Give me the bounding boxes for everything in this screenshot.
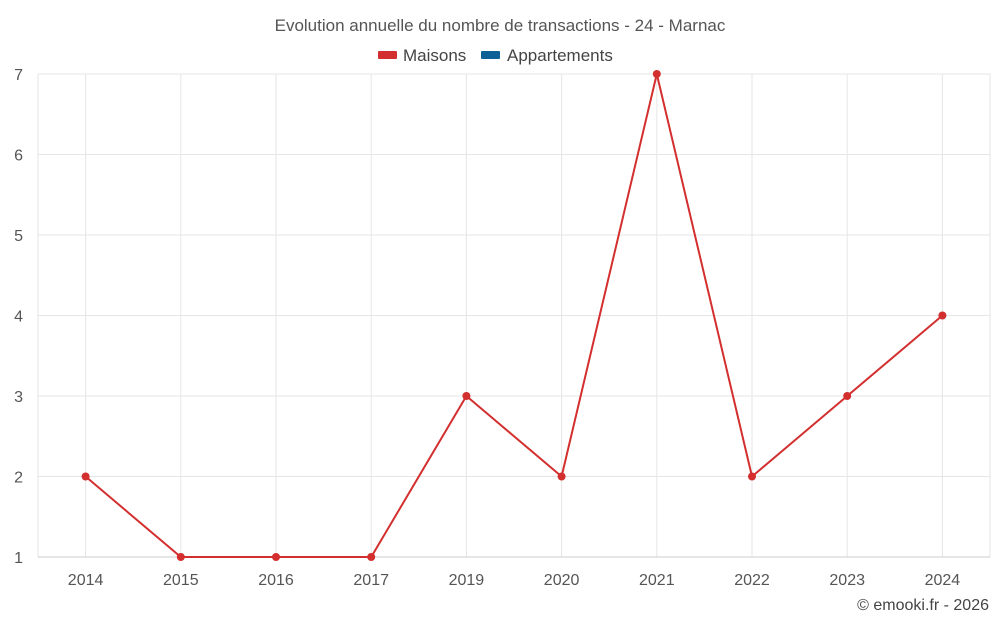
- data-point-maisons[interactable]: [176, 553, 185, 561]
- legend-label-appartements: Appartements: [507, 46, 613, 65]
- x-tick-label: 2024: [925, 572, 961, 589]
- x-tick-label: 2016: [258, 572, 294, 589]
- x-tick-label: 2023: [829, 572, 865, 589]
- y-tick-label: 5: [14, 228, 23, 245]
- x-tick-label: 2017: [353, 572, 389, 589]
- legend-item-maisons[interactable]: Maisons: [378, 46, 466, 65]
- y-gridlines: [38, 73, 990, 477]
- x-tick-label: 2019: [449, 572, 485, 589]
- data-point-maisons[interactable]: [81, 472, 90, 481]
- data-point-maisons[interactable]: [938, 311, 947, 320]
- data-point-maisons[interactable]: [367, 553, 376, 561]
- legend-swatch-maisons: [378, 51, 397, 59]
- x-tick-label: 2021: [639, 572, 675, 589]
- y-tick-label: 1: [14, 550, 23, 567]
- y-tick-label: 4: [14, 309, 23, 326]
- x-tick-label: 2015: [163, 572, 199, 589]
- chart-title: Evolution annuelle du nombre de transact…: [275, 16, 726, 35]
- credit-text: © emooki.fr - 2026: [857, 597, 989, 614]
- y-tick-label: 7: [14, 67, 23, 84]
- data-point-maisons[interactable]: [462, 392, 471, 400]
- y-tick-label: 2: [14, 470, 23, 487]
- legend-label-maisons: Maisons: [403, 46, 466, 65]
- x-tick-label: 2020: [544, 572, 580, 589]
- legend: Maisons Appartements: [378, 46, 613, 65]
- legend-item-appartements[interactable]: Appartements: [481, 46, 613, 65]
- y-axis-ticks: 1 2 3 4 5 6 7: [14, 67, 23, 567]
- legend-swatch-appartements: [481, 51, 500, 59]
- y-tick-label: 6: [14, 148, 23, 165]
- x-tick-label: 2014: [68, 572, 104, 589]
- y-tick-label: 3: [14, 389, 23, 406]
- data-point-maisons[interactable]: [652, 70, 661, 78]
- series-maisons: [81, 70, 947, 561]
- x-axis-ticks: 2014 2015 2016 2017 2019 2020 2021 2022 2023 2024: [68, 572, 960, 589]
- data-point-maisons[interactable]: [843, 392, 852, 400]
- data-point-maisons[interactable]: [272, 553, 280, 561]
- data-point-maisons[interactable]: [748, 472, 756, 481]
- data-point-maisons[interactable]: [557, 472, 566, 481]
- series-line-maisons: [84, 73, 944, 558]
- x-tick-label: 2022: [734, 572, 770, 589]
